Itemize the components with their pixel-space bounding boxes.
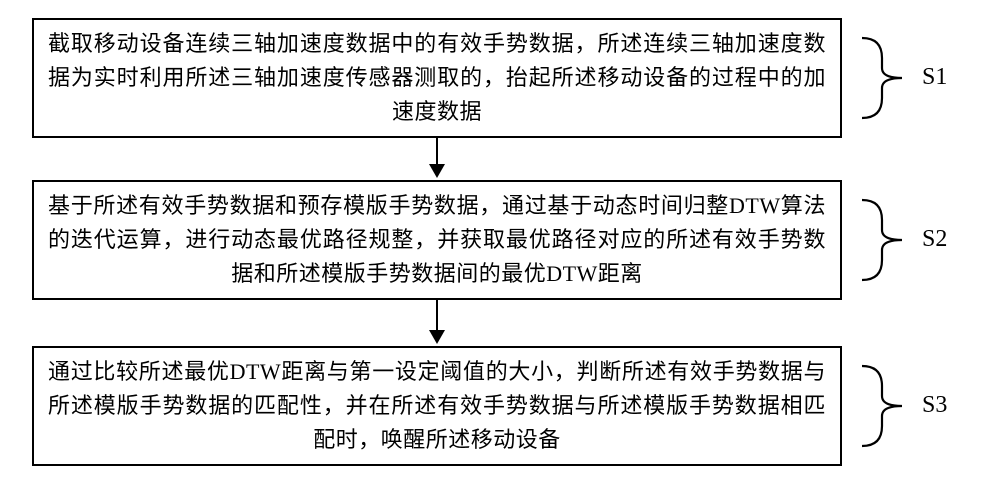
brace-s1 bbox=[860, 34, 916, 122]
step-box-s1: 截取移动设备连续三轴加速度数据中的有效手势数据，所述连续三轴加速度数据为实时利用… bbox=[32, 18, 842, 138]
step-text-s2: 基于所述有效手势数据和预存模版手势数据，通过基于动态时间归整DTW算法的迭代运算… bbox=[48, 189, 826, 291]
flowchart-canvas: 截取移动设备连续三轴加速度数据中的有效手势数据，所述连续三轴加速度数据为实时利用… bbox=[0, 0, 1000, 502]
brace-s3 bbox=[860, 362, 916, 450]
step-box-s3: 通过比较所述最优DTW距离与第一设定阈值的大小，判断所述有效手势数据与所述模版手… bbox=[32, 346, 842, 466]
step-text-s1: 截取移动设备连续三轴加速度数据中的有效手势数据，所述连续三轴加速度数据为实时利用… bbox=[48, 27, 826, 129]
step-label-s3: S3 bbox=[922, 392, 947, 419]
step-label-s2: S2 bbox=[922, 226, 947, 253]
step-box-s2: 基于所述有效手势数据和预存模版手势数据，通过基于动态时间归整DTW算法的迭代运算… bbox=[32, 180, 842, 300]
step-label-s1: S1 bbox=[922, 64, 947, 91]
arrowhead-s2-s3 bbox=[429, 330, 445, 344]
connector-s2-s3 bbox=[436, 300, 438, 332]
connector-s1-s2 bbox=[436, 138, 438, 166]
brace-s2 bbox=[860, 196, 916, 284]
step-text-s3: 通过比较所述最优DTW距离与第一设定阈值的大小，判断所述有效手势数据与所述模版手… bbox=[48, 355, 826, 457]
arrowhead-s1-s2 bbox=[429, 164, 445, 178]
